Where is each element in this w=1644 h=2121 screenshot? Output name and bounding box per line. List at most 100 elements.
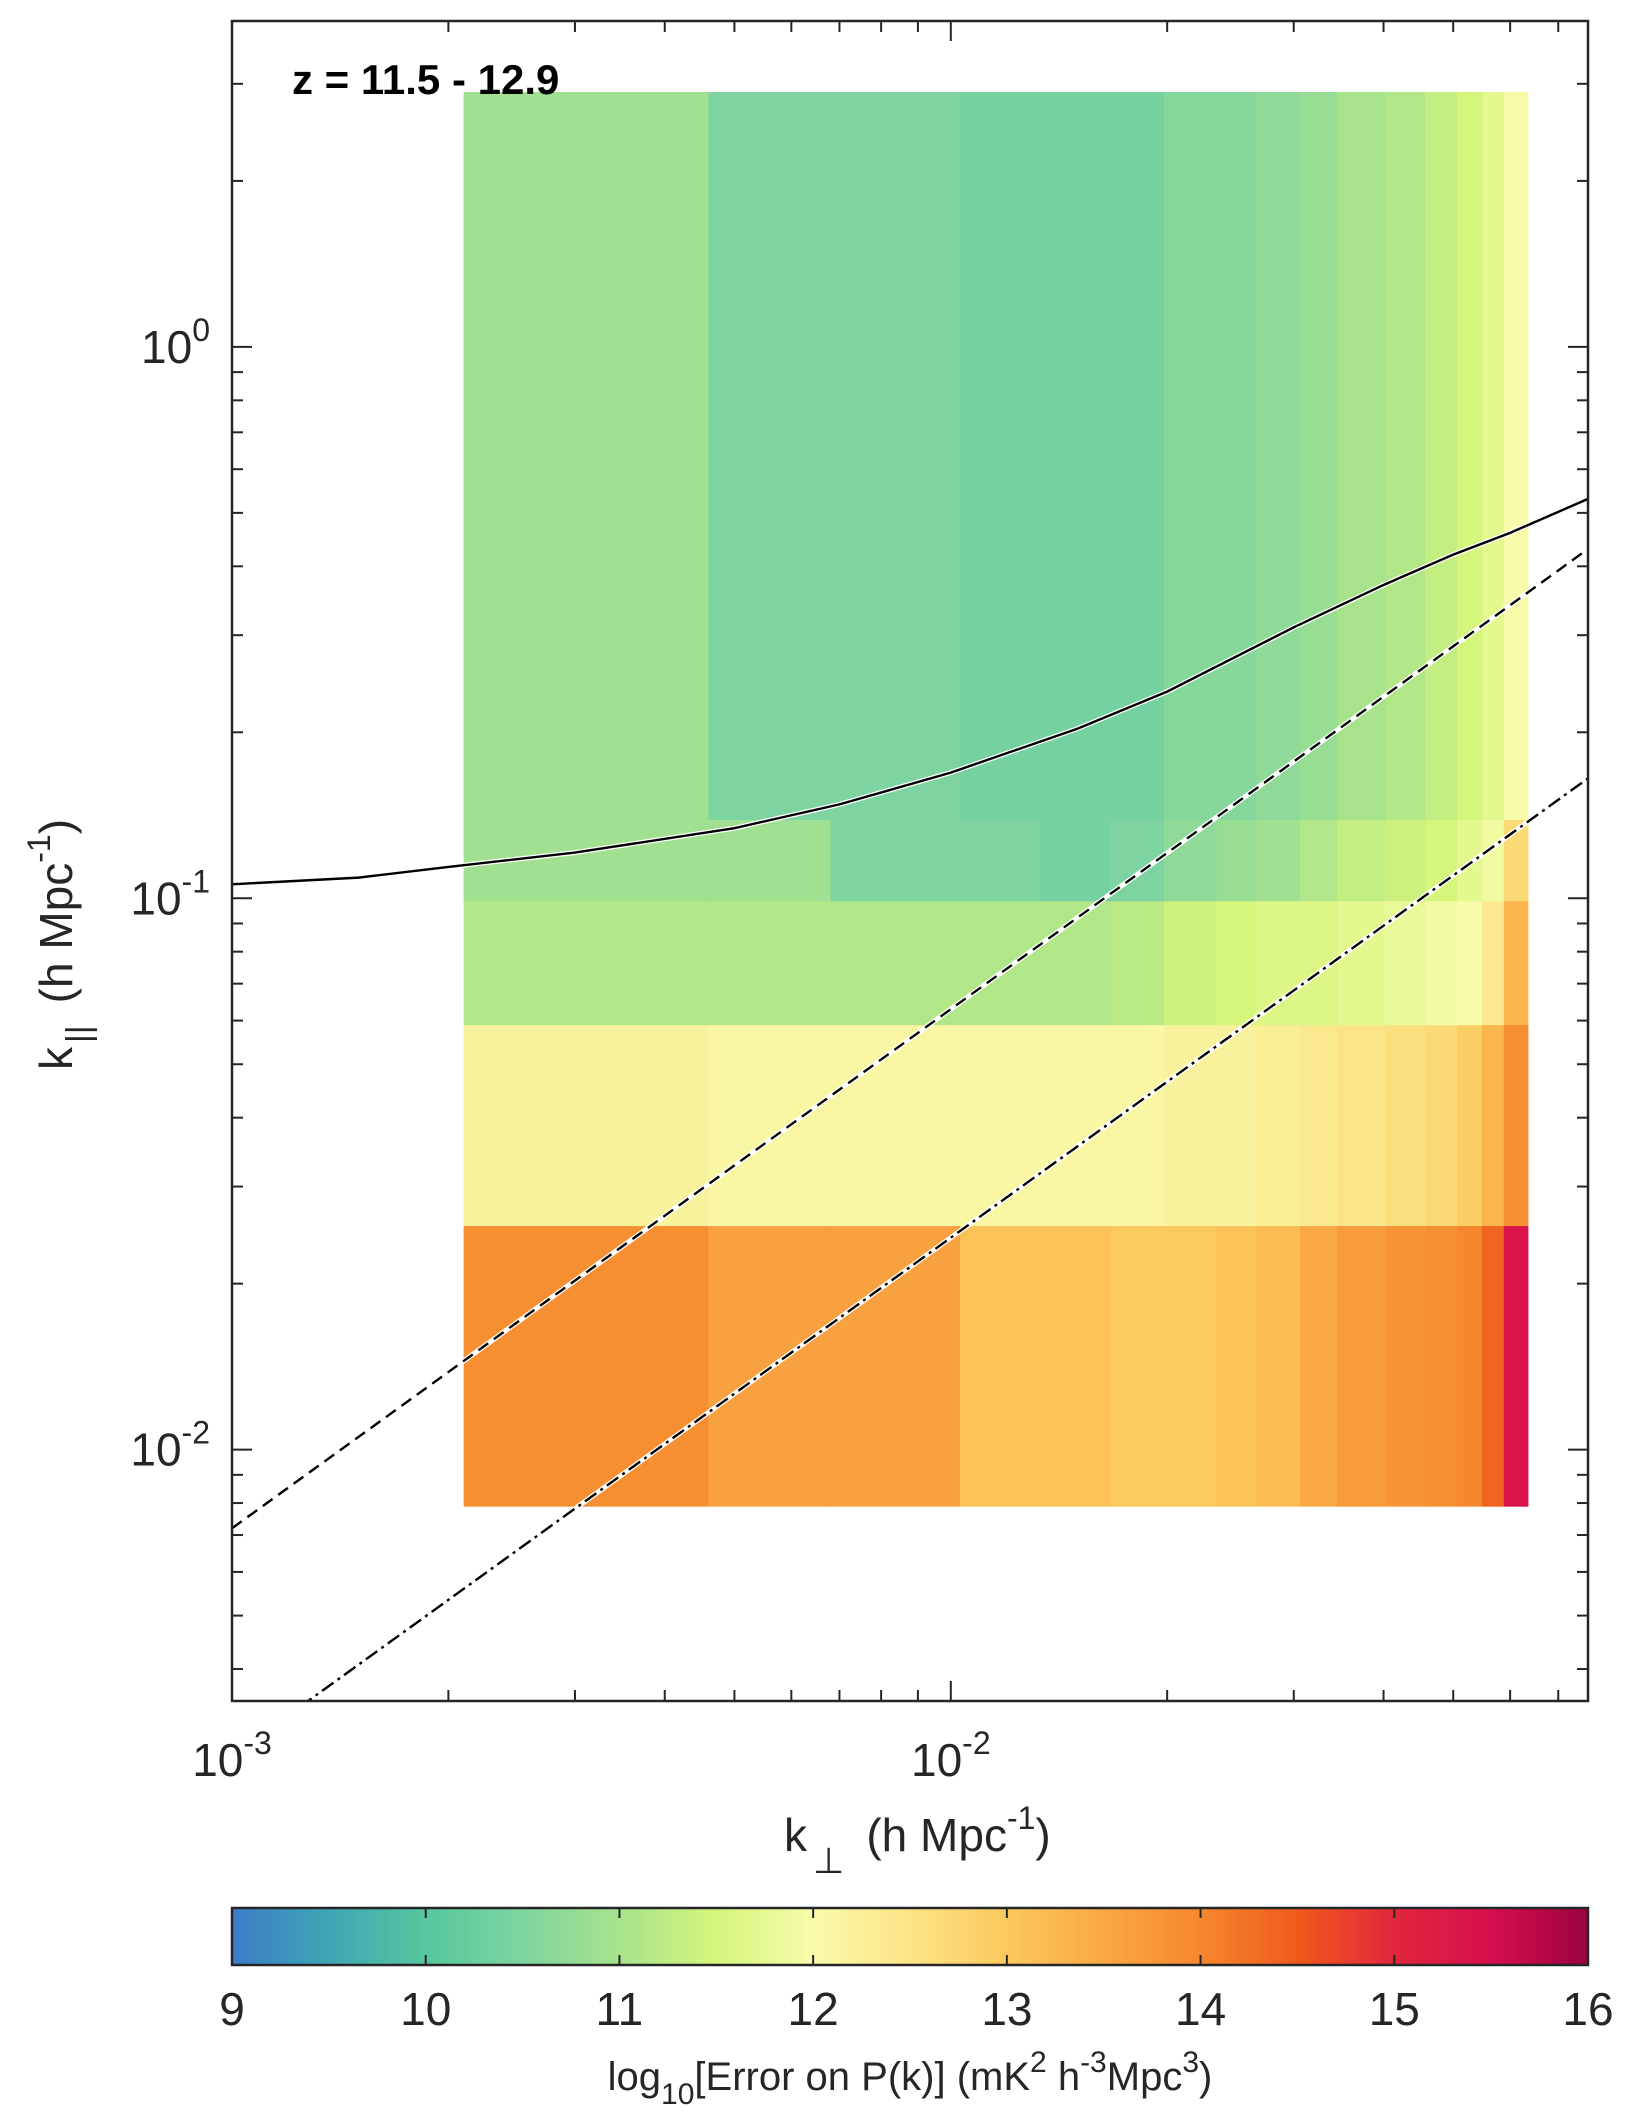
- chart-title: z = 11.5 - 12.9: [292, 56, 559, 103]
- colorbar-tick-label: 13: [981, 1983, 1032, 2035]
- heatmap-cell: [1425, 91, 1458, 820]
- heatmap-cell: [1256, 91, 1301, 820]
- heatmap-cell: [1425, 900, 1458, 1026]
- y-tick-label: 100: [141, 312, 210, 373]
- heatmap-cell: [1039, 91, 1112, 820]
- y-axis-label: k || (h Mpc-1): [21, 819, 98, 1070]
- heatmap-cell: [1216, 900, 1257, 1026]
- heatmap-cell: [830, 1225, 961, 1507]
- heatmap-cell: [463, 1024, 709, 1227]
- x-axis-label-units-close: ): [1035, 1809, 1050, 1861]
- wedge-dashdot-line-halo: [303, 776, 1588, 1701]
- heatmap-cell: [463, 900, 709, 1026]
- colorbar-tick-labels: 9 10 11 12 13 14 15 16: [219, 1983, 1613, 2035]
- heatmap-cell: [830, 91, 961, 820]
- heatmap: [463, 91, 1529, 1507]
- heatmap-cell: [1503, 1024, 1529, 1227]
- heatmap-cell: [960, 1024, 1041, 1227]
- y-tick-label: 10-1: [130, 863, 210, 924]
- heatmap-cell: [1039, 1024, 1112, 1227]
- x-tick-label: 10-3: [192, 1725, 272, 1786]
- axes-frame: [230, 19, 1590, 1703]
- heatmap-cell: [1503, 900, 1529, 1026]
- colorbar-tick-label: 12: [788, 1983, 839, 2035]
- heatmap-cell: [463, 91, 709, 820]
- heatmap-cell: [1110, 1024, 1165, 1227]
- heatmap-cell: [960, 1225, 1041, 1507]
- heatmap-cell: [1256, 900, 1301, 1026]
- heatmap-cell: [1337, 900, 1386, 1026]
- heatmap-cell: [960, 900, 1041, 1026]
- heatmap-cell: [1299, 819, 1338, 902]
- heatmap-cell: [1110, 900, 1165, 1026]
- heatmap-cell: [1039, 819, 1112, 902]
- heatmap-cell: [1256, 1024, 1301, 1227]
- colorbar-tick-label: 14: [1175, 1983, 1226, 2035]
- y-axis-label-subscript: ||: [60, 1025, 98, 1043]
- heatmap-cell: [1425, 819, 1458, 902]
- colorbar-label-log: log: [608, 2055, 661, 2099]
- heatmap-cell: [1164, 91, 1217, 820]
- x-axis-label-units: (h Mpc: [866, 1809, 1007, 1861]
- colorbar-tick-label: 9: [219, 1983, 245, 2035]
- heatmap-cell: [1456, 819, 1483, 902]
- heatmap-cell: [1481, 819, 1505, 902]
- heatmap-cell: [1456, 91, 1483, 820]
- heatmap-cell: [1299, 1024, 1338, 1227]
- heatmap-cell: [1164, 1225, 1217, 1507]
- colorbar-gradient: [232, 1908, 1588, 1965]
- heatmap-cell: [1299, 91, 1338, 820]
- colorbar-label-text2: h: [1047, 2055, 1080, 2099]
- heatmap-cell: [1385, 819, 1426, 902]
- heatmap-cell: [1164, 819, 1217, 902]
- y-axis-label-units-exponent: -1: [21, 834, 57, 862]
- heatmap-cell: [1481, 900, 1505, 1026]
- x-tick-labels: 10-3 10-2: [192, 1725, 990, 1786]
- wedge-dashed-line: [232, 548, 1588, 1530]
- colorbar-label-exp1: 2: [1030, 2046, 1047, 2079]
- colorbar-label-exp2: -3: [1080, 2046, 1107, 2079]
- heatmap-cell: [1337, 1225, 1386, 1507]
- heatmap-cell: [1456, 1024, 1483, 1227]
- heatmap-cell: [1216, 1024, 1257, 1227]
- colorbar: 9 10 11 12 13 14 15 16 log10[Error on P(k)] (mK…: [219, 1906, 1614, 2111]
- y-tick-label: 10-2: [130, 1415, 210, 1476]
- heatmap-cell: [1216, 1225, 1257, 1507]
- y-tick-labels: 10-2 10-1 100: [130, 312, 210, 1476]
- heatmap-cell: [708, 91, 832, 820]
- heatmap-cell: [1481, 1225, 1505, 1507]
- heatmap-cell: [1385, 1024, 1426, 1227]
- y-axis-label-symbol: k: [30, 1046, 82, 1070]
- heatmap-cell: [1456, 900, 1483, 1026]
- heatmap-cell: [1039, 1225, 1112, 1507]
- heatmap-cell: [1337, 1024, 1386, 1227]
- x-axis-label-subscript: ⊥: [813, 1840, 844, 1881]
- main-axes: z = 11.5 - 12.9 10-3 10-2 10-2 10-1 100 k ⊥ (…: [21, 19, 1590, 1881]
- heatmap-cell: [1456, 1225, 1483, 1507]
- heatmap-cell: [708, 819, 832, 902]
- heatmap-cell: [1481, 91, 1505, 820]
- heatmap-cell: [960, 91, 1041, 820]
- y-axis-label-units: (h Mpc: [30, 863, 82, 1004]
- colorbar-label-text3: Mpc: [1107, 2055, 1183, 2099]
- x-axis-label-units-exponent: -1: [1007, 1800, 1035, 1836]
- heatmap-cell: [1425, 1024, 1458, 1227]
- colorbar-label-exp3: 3: [1182, 2046, 1199, 2079]
- heatmap-cell: [1216, 91, 1257, 820]
- heatmap-cell: [1216, 819, 1257, 902]
- heatmap-cell: [1481, 1024, 1505, 1227]
- heatmap-cell: [1503, 91, 1529, 820]
- heatmap-cell: [1256, 1225, 1301, 1507]
- heatmap-cell: [1299, 1225, 1338, 1507]
- heatmap-cell: [1164, 1024, 1217, 1227]
- heatmap-cell: [1385, 1225, 1426, 1507]
- heatmap-cell: [830, 900, 961, 1026]
- colorbar-label-close: ): [1199, 2055, 1212, 2099]
- heatmap-cell: [1256, 819, 1301, 902]
- heatmap-cell: [1503, 1225, 1529, 1507]
- colorbar-tick-label: 15: [1369, 1983, 1420, 2035]
- colorbar-label-text: [Error on P(k)] (mK: [694, 2055, 1030, 2099]
- heatmap-cell: [708, 1024, 832, 1227]
- heatmap-cell: [960, 819, 1041, 902]
